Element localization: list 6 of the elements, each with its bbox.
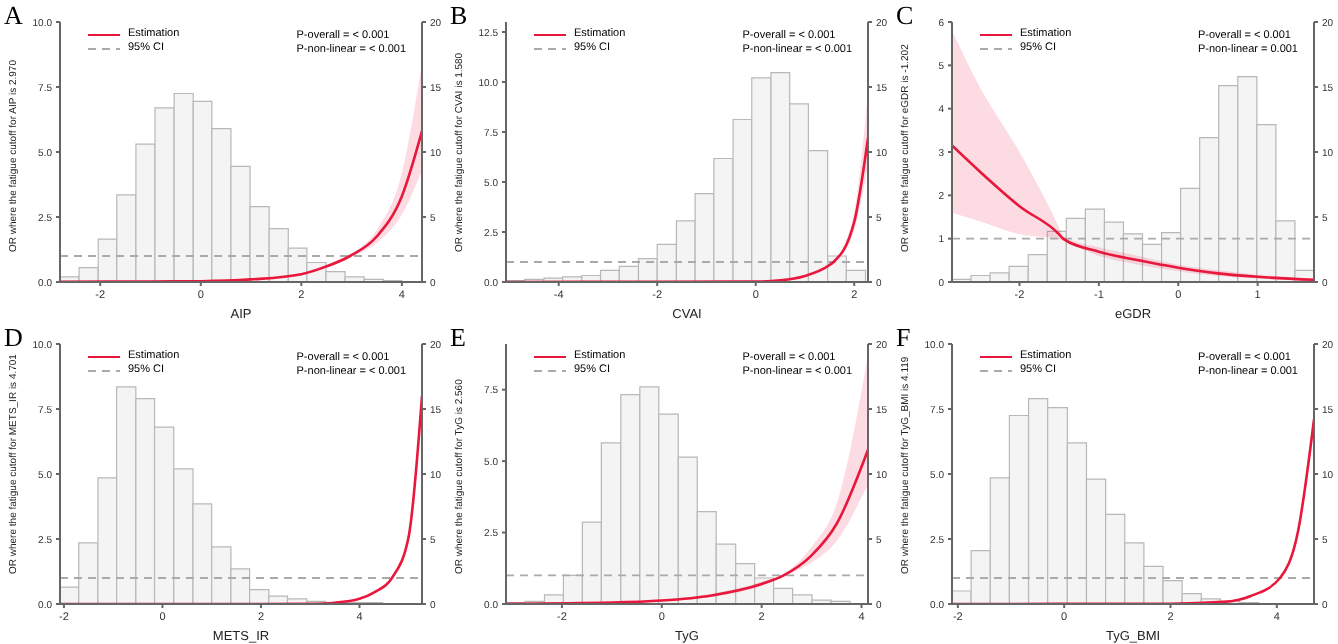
chart-title: E bbox=[450, 322, 466, 352]
chart-title: A bbox=[4, 0, 23, 30]
chart-title: C bbox=[896, 0, 914, 30]
chart-title: B bbox=[450, 0, 468, 30]
chart-title: F bbox=[896, 322, 911, 352]
chart-title: D bbox=[4, 322, 23, 352]
